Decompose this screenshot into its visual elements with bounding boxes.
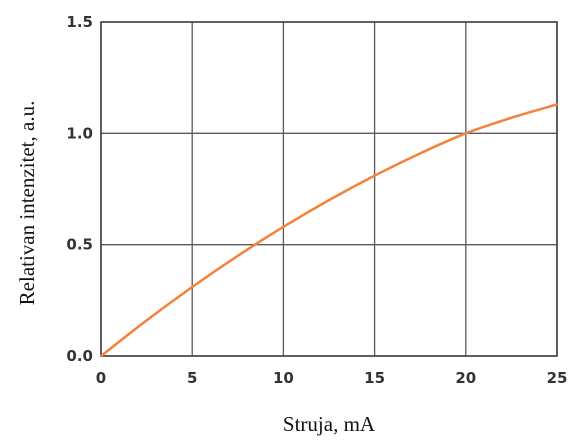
grid (100, 21, 558, 357)
x-tick-label: 15 (364, 369, 385, 387)
series-line (99, 103, 559, 358)
x-tick-label: 10 (273, 369, 294, 387)
y-tick-label: 0.0 (66, 347, 93, 365)
x-axis-ticks: 0 5 10 15 20 25 (96, 369, 568, 387)
y-tick-label: 1.5 (66, 13, 93, 31)
plot-area-frame (100, 21, 558, 357)
y-axis-ticks: 0.0 0.5 1.0 1.5 (66, 13, 93, 365)
x-tick-label: 0 (96, 369, 106, 387)
y-axis-title: Relativan intenzitet, a.u. (15, 101, 39, 306)
x-tick-label: 25 (547, 369, 568, 387)
series-layer (99, 103, 559, 358)
y-tick-label: 0.5 (66, 236, 93, 254)
x-axis-title: Struja, mA (283, 412, 376, 436)
x-tick-label: 20 (455, 369, 476, 387)
y-tick-label: 1.0 (66, 124, 93, 142)
x-tick-label: 5 (187, 369, 197, 387)
